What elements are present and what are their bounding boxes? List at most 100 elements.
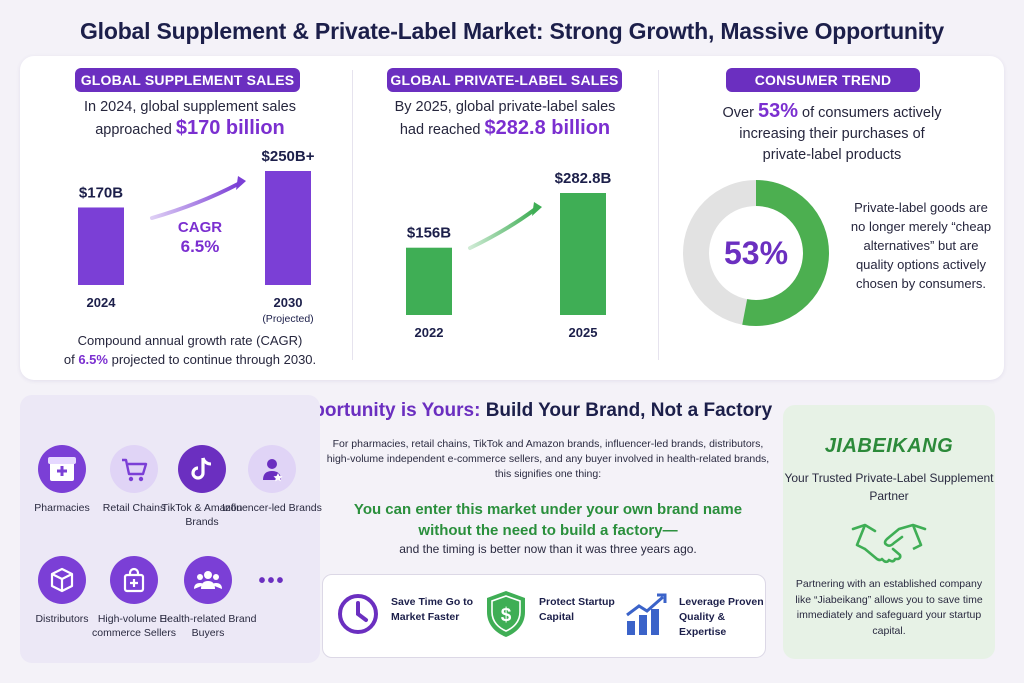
- highlight-line2: without the need to build a factory—: [418, 522, 678, 539]
- private-label-intro: By 2025, global private-label sales had …: [360, 97, 650, 141]
- arrow-head: [236, 176, 246, 190]
- bar-2030: [265, 171, 311, 285]
- bar-2025: [560, 193, 606, 315]
- audience-label: Influencer-led Brands: [222, 502, 322, 514]
- data-label: $282.8B: [555, 170, 612, 187]
- audience-tiktok-amazon: TikTok & Amazon Brands: [152, 445, 252, 529]
- audience-label: Distributors: [35, 613, 89, 625]
- growth-chart-icon: [626, 593, 667, 635]
- audience-pharmacies: Pharmacies: [12, 445, 112, 515]
- brand-logo: JIABEIKANG: [824, 435, 954, 457]
- benefit-leverage-quality: Leverage Proven Quality & Expertise: [623, 589, 771, 645]
- benefit-save-time: Save Time Go to Market Faster: [335, 589, 483, 645]
- private-value: $282.8 billion: [484, 117, 611, 139]
- data-label: $156B: [407, 225, 451, 242]
- cagr-foot-post: projected to continue through 2030.: [111, 352, 317, 367]
- data-label: $170B: [79, 184, 123, 201]
- divider: [658, 70, 659, 360]
- benefit-label: Save Time Go to Market Faster: [391, 596, 474, 623]
- benefits-box: Save Time Go to Market Faster $ Protect …: [322, 574, 766, 658]
- audience-distributors: Distributors: [12, 556, 112, 626]
- svg-text:$: $: [501, 605, 512, 626]
- cagr-foot-line1: Compound annual growth rate (CAGR): [77, 333, 303, 348]
- cagr-foot-value: 6.5%: [78, 352, 108, 367]
- cart-icon: [110, 445, 158, 493]
- partner-tagline: Your Trusted Private-Label Supplement Pa…: [784, 471, 994, 503]
- bar-2024: [78, 207, 124, 285]
- bar-2022: [406, 247, 452, 315]
- tiktok-icon: [178, 445, 226, 493]
- audience-panel: [20, 395, 320, 663]
- data-label: $250B+: [262, 148, 315, 165]
- divider: [352, 70, 353, 360]
- opportunity-timing: and the timing is better now than it was…: [399, 542, 697, 556]
- partner-body: Partnering with an established company l…: [795, 578, 983, 637]
- highlight-line1: You can enter this market under your own…: [353, 501, 743, 518]
- page-title: Global Supplement & Private-Label Market…: [79, 18, 945, 44]
- supplement-line2: approached $170 billion: [40, 118, 340, 141]
- audience-label: TikTok & Amazon Brands: [161, 502, 243, 528]
- private-label-bar-chart: $156B 2022 $282.8B 2025: [406, 170, 612, 340]
- consumer-line2: increasing their purchases of: [739, 126, 925, 142]
- category-label: 2024: [87, 295, 117, 310]
- benefit-label: Leverage Proven Quality & Expertise: [679, 596, 764, 638]
- consumer-description: Private-label goods are no longer merely…: [850, 200, 992, 291]
- handshake-icon: [851, 523, 927, 564]
- supplement-sales-pill: GLOBAL SUPPLEMENT SALES: [75, 68, 300, 92]
- box-icon: [38, 556, 86, 604]
- cagr-footnote: Compound annual growth rate (CAGR) of 6.…: [40, 331, 340, 369]
- benefit-label: Protect Startup Capital: [539, 596, 615, 623]
- private-line2: had reached $282.8 billion: [360, 118, 650, 141]
- more-icon: •••: [258, 570, 286, 592]
- growth-arrow: [468, 208, 536, 250]
- cagr-label: CAGR: [177, 219, 223, 236]
- audience-retail-chains: Retail Chains: [84, 445, 184, 515]
- audience-label: Pharmacies: [34, 502, 90, 514]
- consumer-trend-pill: CONSUMER TREND: [726, 68, 920, 92]
- shield-dollar-icon: $: [487, 591, 525, 637]
- private-line2-pre: had reached: [399, 122, 481, 138]
- private-label-sales-pill: GLOBAL PRIVATE-LABEL SALES: [387, 68, 622, 92]
- category-note: (Projected): [262, 313, 313, 325]
- audience-label: Retail Chains: [102, 502, 166, 514]
- supplement-bar-chart: $170B 2024 $250B+ 2030 (Projected): [78, 148, 315, 325]
- consumer-line1: Over 53% of consumers actively: [670, 101, 994, 124]
- audience-label: High-volume E-commerce Sellers: [91, 613, 177, 639]
- cagr-value: 6.5%: [180, 237, 220, 256]
- supplement-value: $170 billion: [175, 117, 285, 139]
- influencer-icon: [248, 445, 296, 493]
- category-label: 2022: [415, 325, 444, 340]
- consumer-line1-post: of consumers actively: [802, 105, 942, 121]
- category-label: 2025: [569, 325, 598, 340]
- supplement-intro: In 2024, global supplement sales approac…: [40, 97, 340, 141]
- shopping-bag-icon: [110, 556, 158, 604]
- audience-influencer: Influencer-led Brands: [222, 445, 322, 515]
- consumer-donut-chart: 53%: [683, 180, 829, 326]
- benefit-protect-capital: $ Protect Startup Capital: [483, 589, 631, 645]
- supplement-line2-pre: approached: [95, 122, 172, 138]
- donut-slice: [683, 180, 829, 326]
- stats-card: [20, 56, 1004, 380]
- partner-card: JIABEIKANG Your Trusted Private-Label Su…: [783, 405, 995, 659]
- consumer-line3: private-label products: [762, 147, 902, 163]
- donut-label: 53%: [724, 235, 788, 271]
- growth-arrow: [150, 182, 240, 220]
- cagr-foot-line2: of 6.5% projected to continue through 20…: [40, 350, 340, 369]
- supplement-line1: In 2024, global supplement sales: [83, 99, 296, 115]
- opportunity-intro: For pharmacies, retail chains, TikTok an…: [326, 438, 770, 480]
- clock-icon: [338, 594, 378, 634]
- audience-label: Health-related Brand Buyers: [159, 613, 257, 639]
- audience-health-buyers: Health-related Brand Buyers: [158, 556, 258, 640]
- consumer-value: 53%: [757, 100, 799, 122]
- category-label: 2030: [274, 295, 303, 310]
- private-line1: By 2025, global private-label sales: [394, 99, 616, 115]
- consumer-line1-pre: Over: [722, 105, 754, 121]
- pharmacy-icon: [38, 445, 86, 493]
- audience-ecommerce: High-volume E-commerce Sellers: [84, 556, 184, 640]
- arrow-head: [532, 202, 542, 216]
- opportunity-highlight: You can enter this market under your own…: [322, 499, 774, 541]
- consumer-intro: Over 53% of consumers actively increasin…: [670, 101, 994, 166]
- cagr-callout: CAGR 6.5%: [150, 218, 250, 256]
- cagr-foot-pre: of: [63, 352, 75, 367]
- opportunity-title-rest: Build Your Brand, Not a Factory: [485, 400, 773, 421]
